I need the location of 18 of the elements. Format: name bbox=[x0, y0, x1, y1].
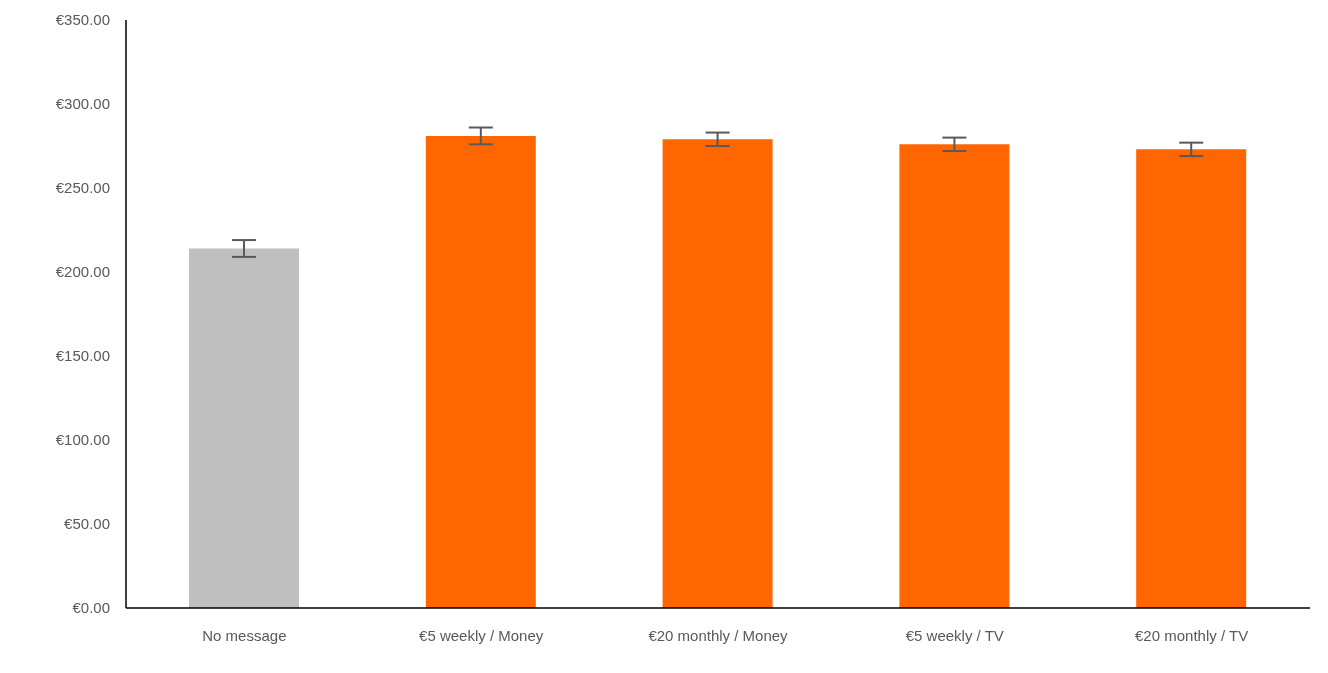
y-tick-label: €350.00 bbox=[55, 11, 110, 29]
x-tick-label: €20 monthly / Money bbox=[648, 626, 789, 644]
bar bbox=[189, 248, 299, 608]
x-tick-label: €5 weekly / Money bbox=[419, 626, 544, 644]
bar bbox=[899, 144, 1010, 608]
x-tick-label: No message bbox=[202, 626, 287, 644]
y-tick-label: €0.00 bbox=[72, 599, 110, 617]
y-tick-label: €150.00 bbox=[55, 347, 110, 365]
x-tick-label: €20 monthly / TV bbox=[1135, 626, 1249, 644]
x-tick-label: €5 weekly / TV bbox=[905, 626, 1004, 644]
y-tick-label: €250.00 bbox=[55, 179, 110, 197]
bar bbox=[662, 139, 773, 608]
bar bbox=[425, 135, 536, 608]
y-tick-label: €100.00 bbox=[55, 431, 110, 449]
bar bbox=[1136, 149, 1247, 608]
y-tick-label: €300.00 bbox=[55, 95, 110, 113]
y-tick-label: €50.00 bbox=[64, 515, 110, 533]
y-tick-label: €200.00 bbox=[55, 263, 110, 281]
